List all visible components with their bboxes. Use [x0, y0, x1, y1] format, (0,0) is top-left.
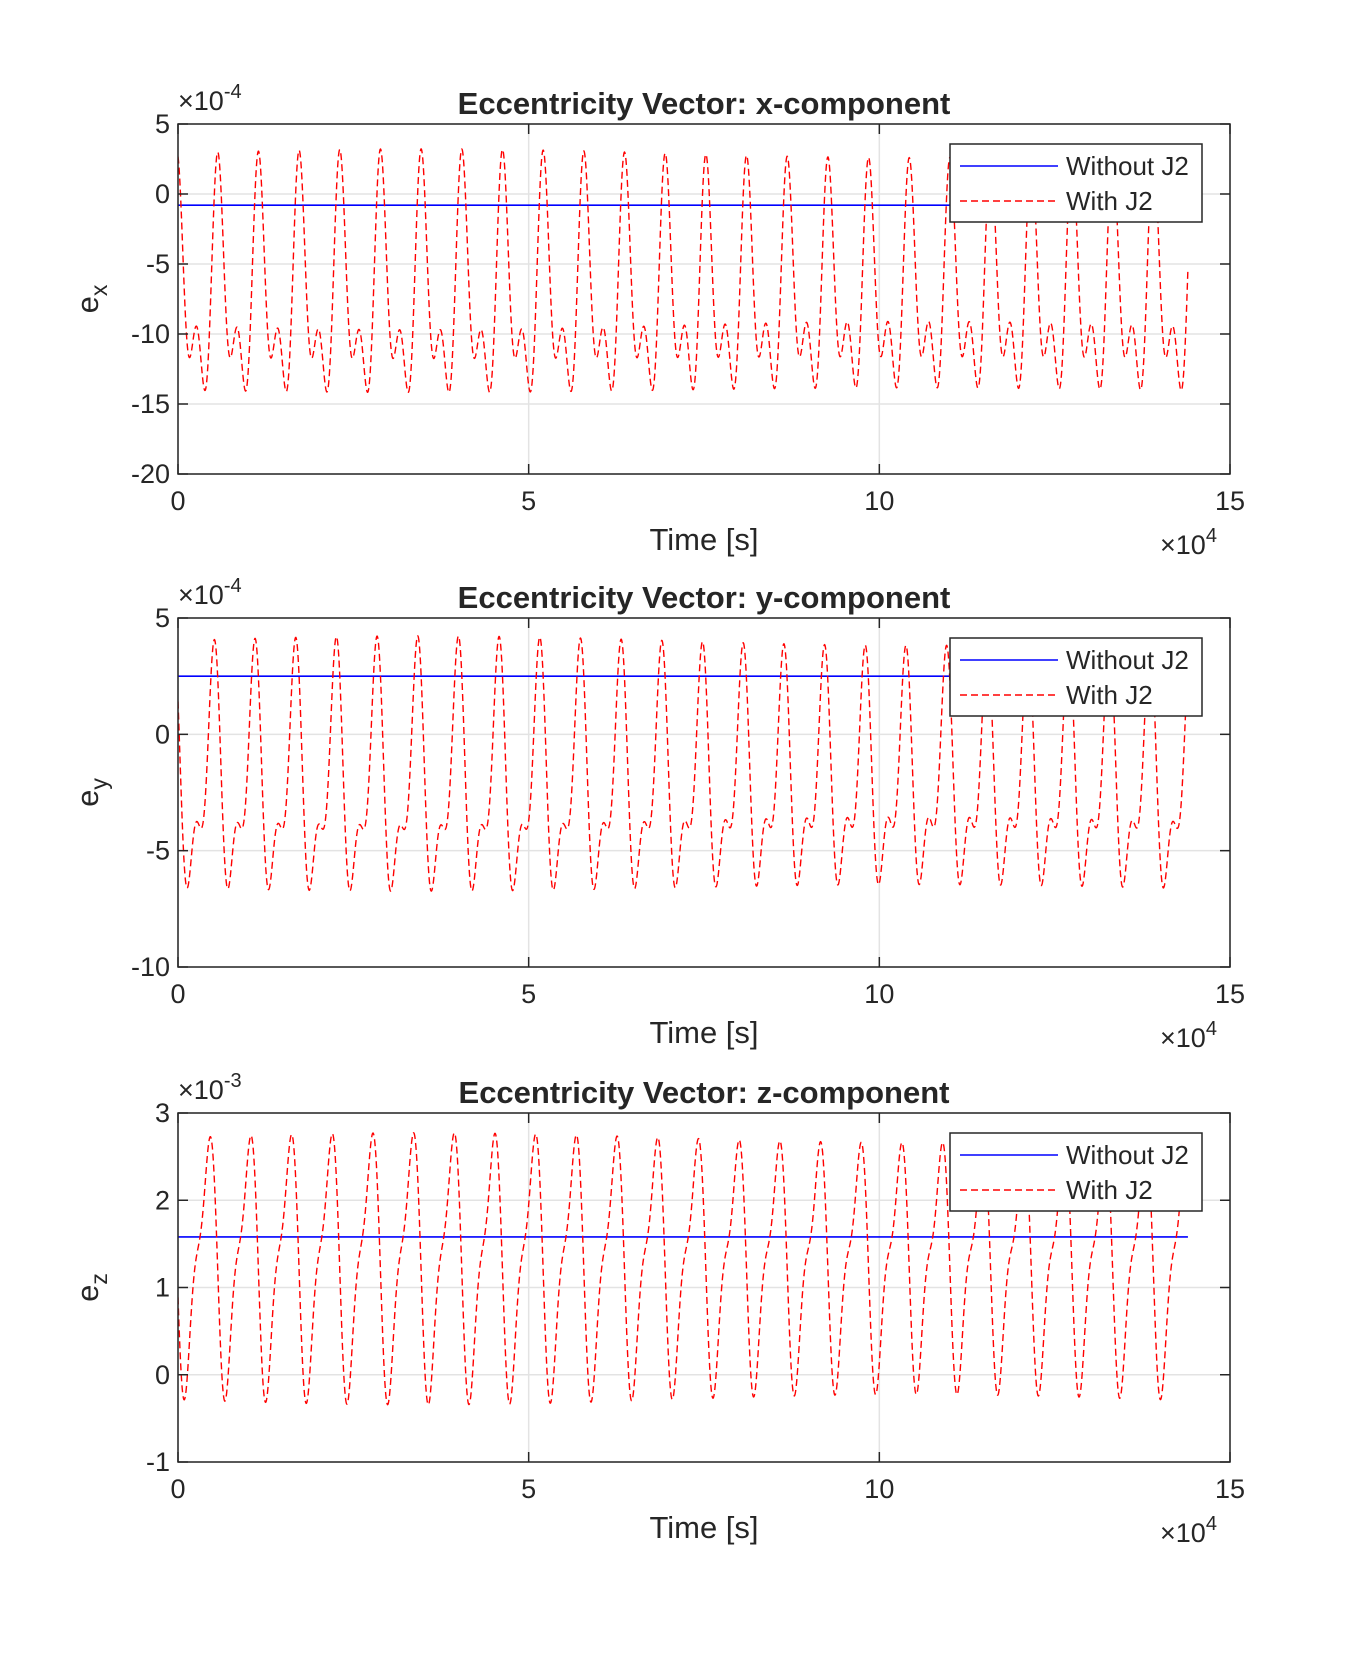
y-tick-label: 2 [155, 1185, 170, 1215]
x-axis-label: Time [s] [649, 1510, 758, 1545]
legend-label-2: With J2 [1066, 186, 1153, 216]
x-tick-label: 5 [521, 979, 536, 1009]
legend-label-1: Without J2 [1066, 645, 1189, 675]
y-exponent-label: ×10-3 [178, 1070, 242, 1105]
y-axis-label-base: e [70, 790, 105, 807]
y-exponent-power: -4 [224, 575, 242, 597]
y-exponent-label: ×10-4 [178, 575, 242, 610]
chart-title: Eccentricity Vector: z-component [459, 1075, 950, 1110]
x-tick-label: 5 [521, 486, 536, 516]
legend-label-2: With J2 [1066, 680, 1153, 710]
y-exponent-base: ×10 [178, 1075, 224, 1105]
y-axis-label-subscript: y [86, 778, 112, 790]
chart-panel-2: 0 5 10 15 5 0 -5 -10 Eccentricity Vector: y-comp… [70, 575, 1245, 1053]
series-line-with-j2 [178, 147, 1189, 394]
y-axis-label-subscript: x [86, 284, 112, 296]
legend-box [949, 143, 1203, 223]
legend: Without J2 With J2 [949, 143, 1203, 223]
y-tick-label: 1 [155, 1273, 170, 1303]
y-exponent-label: ×10-4 [178, 81, 242, 116]
y-tick-label: -20 [131, 459, 170, 489]
legend: Without J2 With J2 [949, 637, 1203, 717]
y-tick-label: 0 [155, 179, 170, 209]
y-exponent-base: ×10 [178, 580, 224, 610]
x-axis-label: Time [s] [649, 1015, 758, 1050]
y-tick-label: 5 [155, 109, 170, 139]
legend-label-1: Without J2 [1066, 151, 1189, 181]
x-exponent-base: ×10 [1160, 530, 1206, 560]
x-exponent-base: ×10 [1160, 1518, 1206, 1548]
y-tick-label: 3 [155, 1098, 170, 1128]
legend-box [949, 1132, 1203, 1212]
x-tick-label: 0 [170, 1474, 185, 1504]
y-axis-label: ex [70, 284, 112, 313]
x-tick-label: 0 [170, 979, 185, 1009]
x-exponent-label: ×104 [1160, 525, 1217, 560]
y-axis-label-base: e [70, 296, 105, 313]
y-exponent-power: -3 [224, 1070, 242, 1092]
x-exponent-base: ×10 [1160, 1023, 1206, 1053]
y-exponent-base: ×10 [178, 86, 224, 116]
x-exponent-power: 4 [1206, 1018, 1217, 1040]
y-tick-label: -1 [146, 1447, 170, 1477]
series-line-with-j2 [178, 634, 1189, 892]
y-tick-label: -15 [131, 389, 170, 419]
y-tick-label: 0 [155, 1360, 170, 1390]
x-tick-label: 10 [864, 1474, 894, 1504]
x-tick-label: 5 [521, 1474, 536, 1504]
chart-title: Eccentricity Vector: x-component [458, 86, 951, 121]
x-tick-label: 10 [864, 979, 894, 1009]
chart-panel-1: 0 5 10 15 5 0 -5 -10 -15 -20 Eccentricity Vector: … [70, 81, 1245, 560]
legend-box [949, 637, 1203, 717]
axes-box [177, 617, 1231, 968]
x-axis-label: Time [s] [649, 522, 758, 557]
y-tick-label: -5 [146, 836, 170, 866]
y-axis-label: ey [70, 778, 112, 807]
x-exponent-power: 4 [1206, 1513, 1217, 1535]
y-axis-label-subscript: z [86, 1273, 112, 1285]
x-exponent-power: 4 [1206, 525, 1217, 547]
legend-label-1: Without J2 [1066, 1140, 1189, 1170]
y-tick-label: -5 [146, 249, 170, 279]
y-axis-label-base: e [70, 1285, 105, 1302]
x-tick-label: 10 [864, 486, 894, 516]
y-tick-label: -10 [131, 952, 170, 982]
y-tick-label: 0 [155, 719, 170, 749]
x-tick-label: 15 [1215, 979, 1245, 1009]
x-exponent-label: ×104 [1160, 1018, 1217, 1053]
x-tick-label: 15 [1215, 486, 1245, 516]
y-exponent-power: -4 [224, 81, 242, 103]
chart-title: Eccentricity Vector: y-component [458, 580, 951, 615]
y-tick-label: -10 [131, 319, 170, 349]
y-axis-label: ez [70, 1273, 112, 1302]
axes-box [177, 123, 1231, 475]
x-exponent-label: ×104 [1160, 1513, 1217, 1548]
legend: Without J2 With J2 [949, 1132, 1203, 1212]
legend-label-2: With J2 [1066, 1175, 1153, 1205]
y-tick-label: 5 [155, 603, 170, 633]
x-tick-label: 15 [1215, 1474, 1245, 1504]
x-tick-label: 0 [170, 486, 185, 516]
